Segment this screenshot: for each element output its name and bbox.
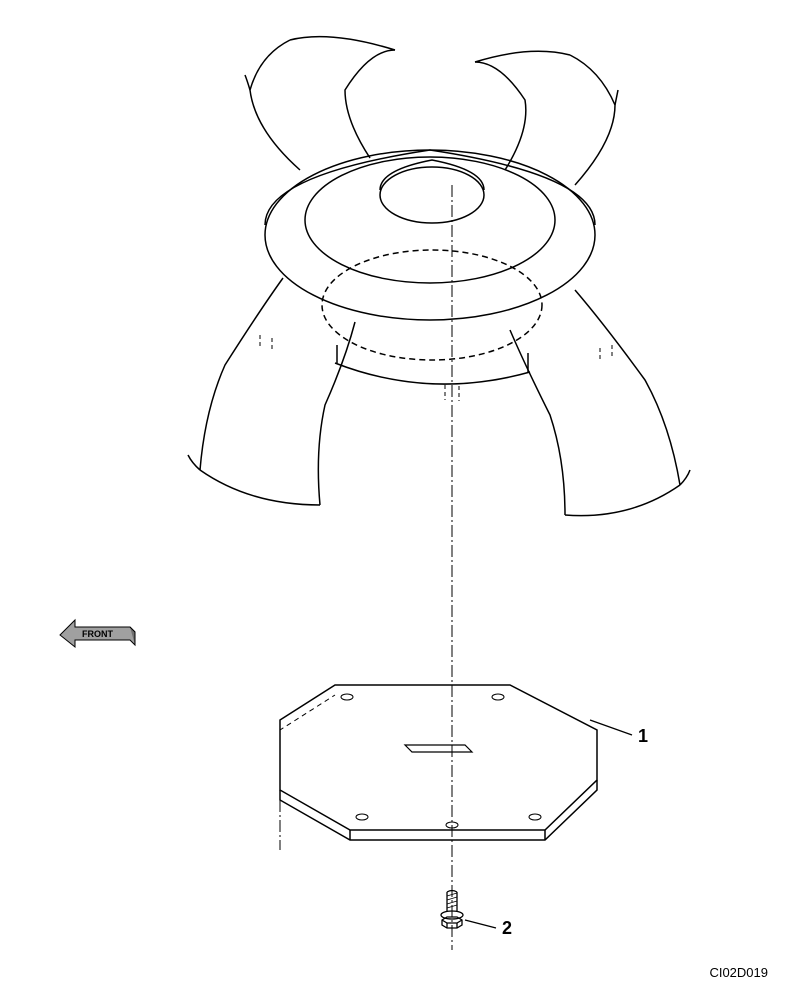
callout-2: 2: [502, 918, 512, 939]
technical-diagram: FRONT 1 2 CI02D019: [0, 0, 808, 1000]
upper-assembly: [188, 37, 690, 516]
cover-plate: [280, 685, 597, 850]
front-arrow-label: FRONT: [82, 629, 113, 639]
leader-2: [465, 920, 496, 928]
callout-1: 1: [638, 726, 648, 747]
diagram-svg: FRONT: [0, 0, 808, 1000]
diagram-id-label: CI02D019: [709, 965, 768, 980]
front-arrow-icon: FRONT: [60, 620, 135, 647]
